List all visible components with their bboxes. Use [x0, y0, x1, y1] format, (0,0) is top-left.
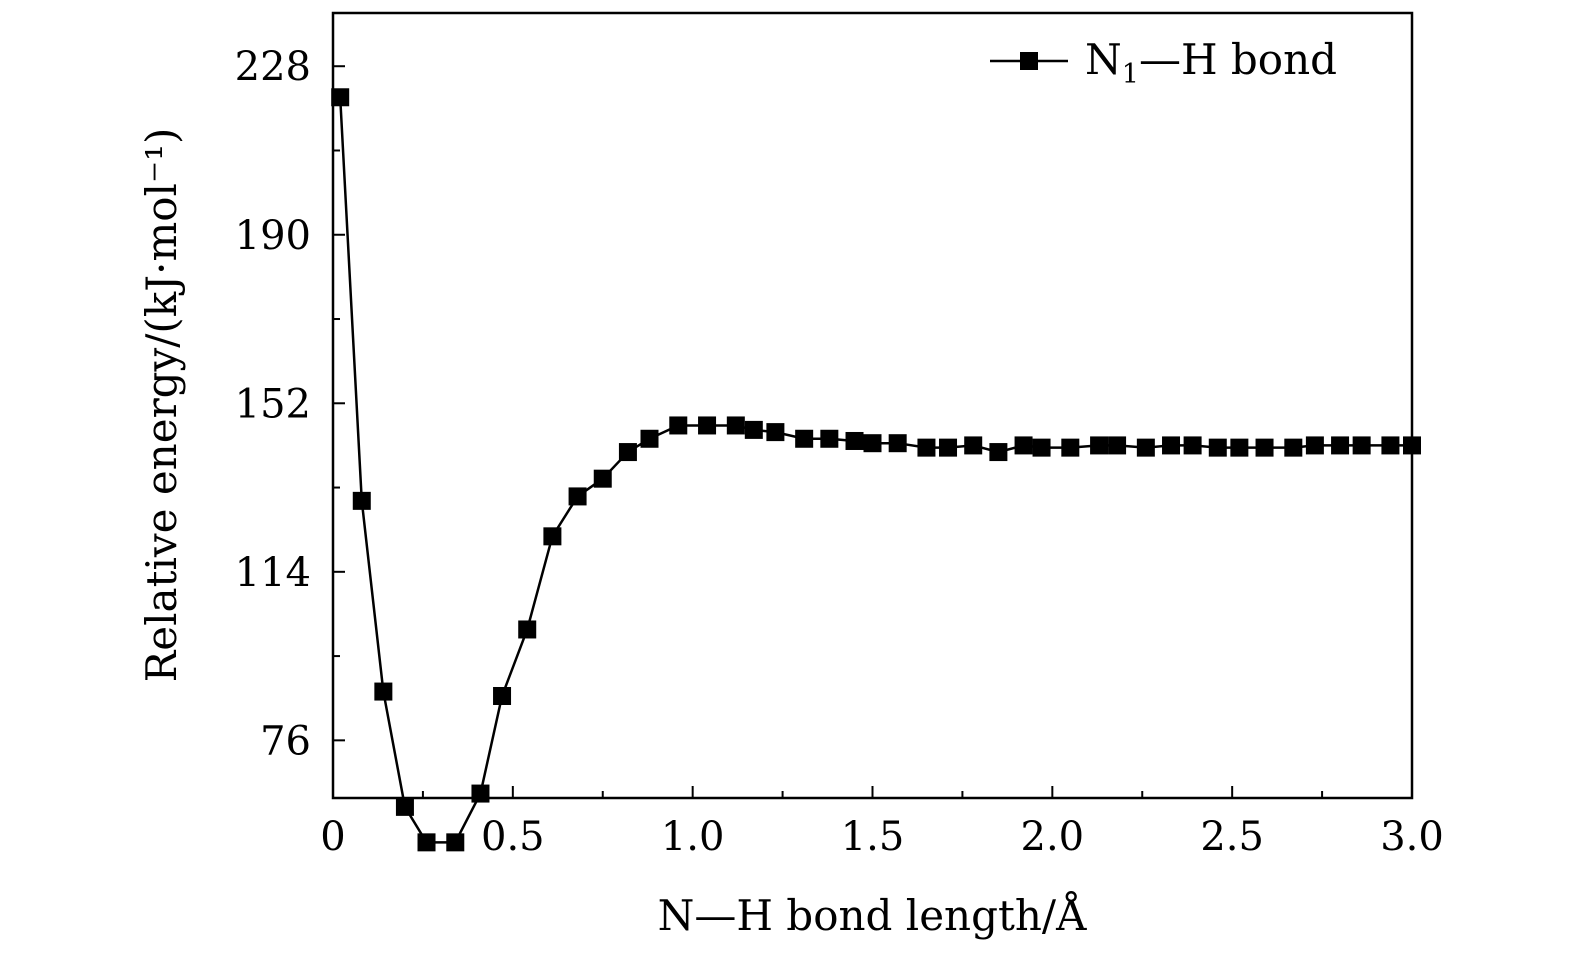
- plot-frame: [331, 11, 1414, 800]
- x-tick-label: 1.5: [841, 814, 905, 860]
- data-point: [446, 833, 465, 852]
- legend: N1—H bond: [990, 35, 1337, 90]
- data-point: [766, 423, 785, 442]
- data-point: [1162, 436, 1181, 455]
- y-tick-label: 190: [235, 213, 311, 259]
- data-point: [1403, 436, 1421, 455]
- data-point: [1061, 438, 1080, 457]
- legend-marker: [1020, 52, 1038, 70]
- y-tick-label: 114: [235, 550, 311, 596]
- data-point: [374, 682, 393, 701]
- x-axis-ticks: 0 0.5 1.0 1.5 2.0 2.5 3.0: [320, 786, 1444, 860]
- data-point: [518, 620, 537, 639]
- data-point: [989, 443, 1008, 462]
- legend-label-rest: —H bond: [1139, 35, 1337, 84]
- y-tick-label: 152: [235, 381, 311, 427]
- data-point: [845, 431, 864, 450]
- data-point: [1032, 438, 1051, 457]
- x-tick-label: 2.5: [1200, 814, 1264, 860]
- data-point: [939, 438, 958, 457]
- legend-label: N1—H bond: [1085, 35, 1337, 90]
- data-point: [493, 686, 512, 705]
- data-point: [726, 416, 745, 435]
- legend-label-subscript: 1: [1122, 59, 1139, 90]
- data-point: [618, 443, 637, 462]
- data-point: [1284, 438, 1303, 457]
- data-point: [543, 527, 562, 546]
- x-axis-label: N—H bond length/Å: [658, 890, 1087, 940]
- data-point: [395, 797, 414, 816]
- data-point: [888, 434, 907, 453]
- data-point: [1136, 438, 1155, 457]
- data-point: [863, 434, 882, 453]
- data-point: [917, 438, 936, 457]
- data-point: [698, 416, 717, 435]
- data-point: [1014, 436, 1033, 455]
- data-point: [744, 420, 763, 439]
- data-point: [593, 469, 612, 488]
- data-point: [1090, 436, 1109, 455]
- data-point: [820, 429, 839, 448]
- data-point: [964, 436, 983, 455]
- data-point: [1381, 436, 1400, 455]
- y-tick-label: 76: [260, 718, 311, 764]
- x-tick-label: 2.0: [1021, 814, 1085, 860]
- data-point: [471, 784, 490, 803]
- series-line: [338, 97, 1412, 844]
- x-tick-label: 1.0: [661, 814, 725, 860]
- data-point: [1305, 436, 1324, 455]
- data-point: [1108, 436, 1127, 455]
- data-point: [568, 487, 587, 506]
- y-tick-label: 228: [235, 44, 311, 90]
- series-layer: [331, 88, 1421, 852]
- data-point: [1230, 438, 1249, 457]
- data-point: [417, 833, 436, 852]
- x-tick-label: 3.0: [1380, 814, 1444, 860]
- data-point: [795, 429, 814, 448]
- x-tick-label: 0.5: [481, 814, 545, 860]
- data-point: [640, 429, 659, 448]
- y-axis-ticks: 76 114 152 190 228: [235, 44, 345, 764]
- data-point: [352, 491, 371, 510]
- data-point: [331, 88, 350, 107]
- data-point: [669, 416, 688, 435]
- data-point: [1352, 436, 1371, 455]
- legend-label-main: N: [1085, 35, 1122, 84]
- y-axis-label: Relative energy/(kJ·mol⁻¹): [137, 128, 186, 683]
- data-point: [1255, 438, 1274, 457]
- data-point: [1208, 438, 1227, 457]
- data-point: [1331, 436, 1350, 455]
- data-point: [1183, 436, 1202, 455]
- x-tick-label: 0: [320, 814, 345, 860]
